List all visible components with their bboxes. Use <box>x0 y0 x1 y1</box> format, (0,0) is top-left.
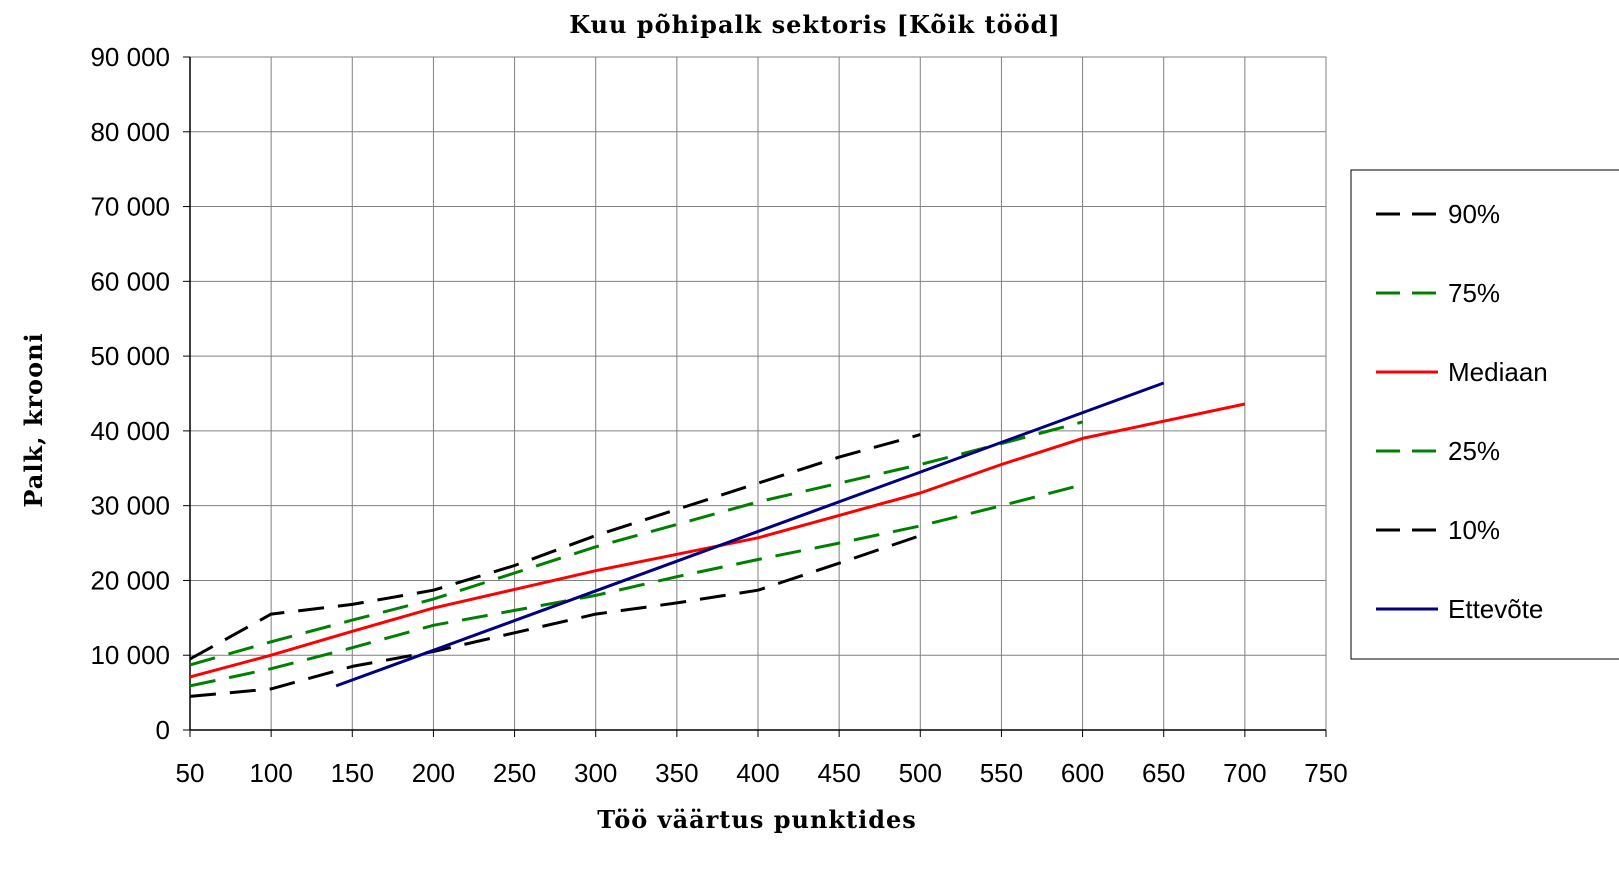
x-tick-label: 550 <box>980 758 1023 788</box>
y-tick-label: 80 000 <box>90 117 170 147</box>
series-line-5 <box>335 381 1165 688</box>
y-tick-label: 10 000 <box>90 640 170 670</box>
x-tick-label: 700 <box>1223 758 1266 788</box>
axes: 0 10 000 20 000 30 000 40 000 50 000 60 000 70 … <box>90 42 1347 788</box>
x-tick-label: 400 <box>736 758 779 788</box>
y-tick-label: 60 000 <box>90 266 170 296</box>
y-axis-title: Palk, krooni <box>19 332 48 507</box>
legend-box <box>1350 169 1619 660</box>
y-tick-label: 70 000 <box>90 192 170 222</box>
x-tick-label: 650 <box>1142 758 1185 788</box>
chart-title: Kuu põhipalk sektoris [Kõik tööd] <box>569 10 1061 39</box>
x-axis-title: Töö väärtus punktides <box>597 805 917 834</box>
x-tick-label: 350 <box>655 758 698 788</box>
x-tick-label: 50 <box>176 758 205 788</box>
x-tick-label: 200 <box>412 758 455 788</box>
y-tick-label: 20 000 <box>90 565 170 595</box>
x-tick-label: 150 <box>331 758 374 788</box>
legend-label-0: 90% <box>1448 199 1500 229</box>
y-tick-label: 90 000 <box>90 42 170 72</box>
x-tick-label: 100 <box>249 758 292 788</box>
y-tick-label: 30 000 <box>90 491 170 521</box>
series-line-4 <box>189 534 921 698</box>
legend-label-3: 25% <box>1448 436 1500 466</box>
x-tick-label: 300 <box>574 758 617 788</box>
x-tick-label: 450 <box>817 758 860 788</box>
legend: 90% 75% Mediaan 25% 10% Ettevõte <box>1350 169 1619 660</box>
y-tick-label: 0 <box>156 715 170 745</box>
series-line-0 <box>189 433 921 661</box>
x-tick-label: 750 <box>1304 758 1347 788</box>
series-line-3 <box>189 483 1083 688</box>
x-tick-label: 600 <box>1061 758 1104 788</box>
y-tick-label: 40 000 <box>90 416 170 446</box>
x-tick-label: 250 <box>493 758 536 788</box>
series-line-1 <box>189 420 1083 667</box>
legend-label-5: Ettevõte <box>1448 594 1543 624</box>
x-tick-label: 500 <box>899 758 942 788</box>
series-lines <box>189 381 1246 698</box>
legend-label-4: 10% <box>1448 515 1500 545</box>
legend-label-2: Mediaan <box>1448 357 1548 387</box>
legend-label-1: 75% <box>1448 278 1500 308</box>
y-tick-label: 50 000 <box>90 341 170 371</box>
